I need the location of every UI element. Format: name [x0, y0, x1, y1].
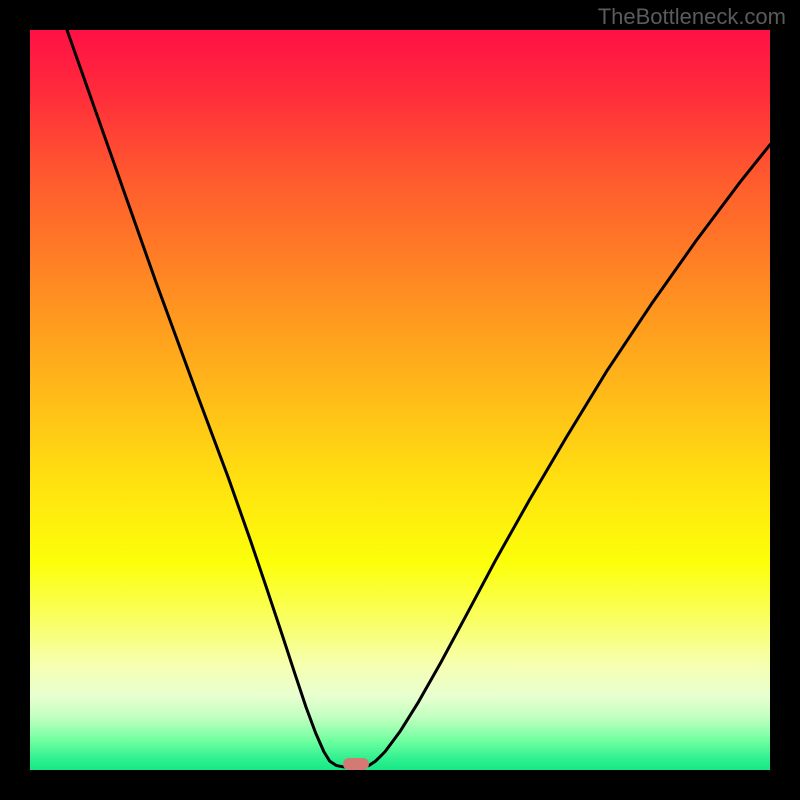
chart-container: TheBottleneck.com [0, 0, 800, 800]
plot-area [30, 30, 770, 770]
watermark-text: TheBottleneck.com [598, 4, 786, 30]
optimum-marker [343, 758, 369, 770]
bottleneck-curve [30, 30, 770, 770]
